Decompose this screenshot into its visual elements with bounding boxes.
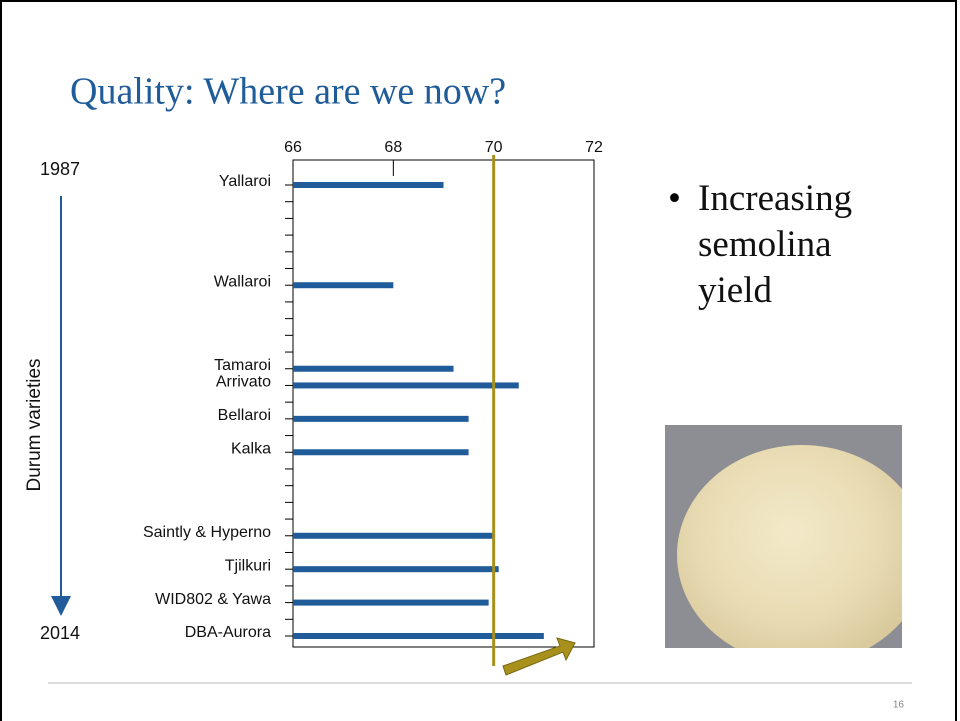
slide-title: Quality: Where are we now? [70,71,506,113]
y-axis-label: Durum varieties [24,358,45,491]
y-tick-label: Yallaroi [219,173,271,190]
bullet-text: Increasing semolina yield [698,178,853,311]
bar [293,282,394,289]
end-year: 2014 [40,623,80,643]
plot-frame [292,159,595,648]
x-tick-label: 66 [284,139,302,156]
y-tick-label: Arrivato [216,374,271,391]
y-tick-label: Saintly & Hyperno [143,524,271,541]
bar [293,532,494,539]
bar [293,633,544,639]
y-tick-label: Tamaroi [214,357,271,374]
page-number: 16 [893,700,905,711]
trend-arrow [502,637,576,676]
x-tick-label: 70 [485,139,503,156]
bar [293,566,499,573]
y-tick-label: Wallaroi [214,273,271,290]
y-tick-label: WID802 & Yawa [155,591,271,608]
start-year: 1987 [40,159,80,179]
bar [293,449,469,456]
bar [293,382,519,389]
y-tick-label: Kalka [231,440,271,457]
bullet-dot: • [668,178,681,219]
y-tick-label: Bellaroi [218,407,271,424]
semolina-photo [665,425,902,648]
x-tick-label: 68 [384,139,402,156]
bar [293,365,454,372]
bar [293,415,469,422]
semolina-heap [677,445,902,648]
bar [293,182,444,188]
y-tick-label: DBA-Aurora [185,624,271,641]
bar [293,599,489,606]
x-tick-label: 72 [585,139,603,156]
y-tick-label: Tjilkuri [225,557,271,574]
